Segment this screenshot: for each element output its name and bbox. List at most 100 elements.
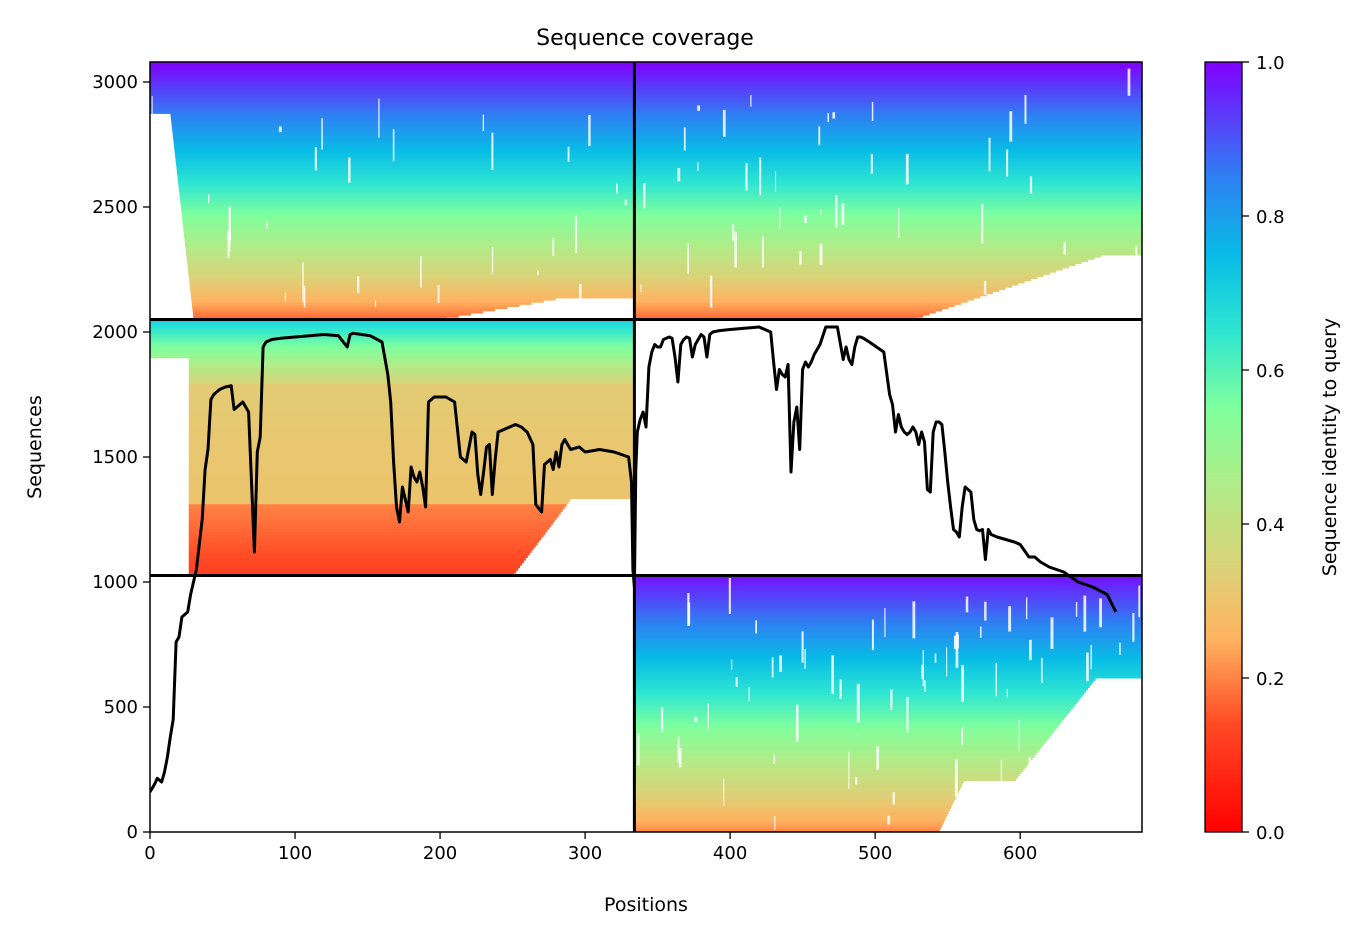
heatmap-row [634, 813, 948, 817]
heatmap-row [634, 736, 1050, 740]
heatmap-row [181, 207, 635, 211]
gap-mark [151, 96, 153, 132]
heatmap-row [175, 158, 635, 162]
heatmap-row [174, 145, 635, 149]
plot-area [149, 61, 1143, 833]
heatmap-row [188, 274, 635, 277]
heatmap-row [188, 531, 546, 535]
heatmap-row [190, 293, 635, 297]
heatmap-row [177, 175, 635, 179]
gap-mark [856, 683, 860, 723]
gap-mark [995, 663, 997, 697]
gap-mark [876, 746, 880, 770]
heatmap-row [188, 521, 554, 525]
x-tick-label: 400 [713, 843, 747, 864]
heatmap-row [634, 192, 1142, 196]
heatmap-row [634, 171, 1142, 174]
heatmap-row [188, 519, 555, 523]
heatmap-row [634, 315, 924, 318]
heatmap-row [188, 383, 635, 387]
heatmap-row [150, 324, 635, 328]
gap-mark [988, 790, 991, 820]
heatmap-row [634, 675, 1142, 679]
heatmap-row [188, 396, 635, 400]
heatmap-row [192, 308, 496, 312]
heatmap-row [150, 332, 635, 336]
heatmap-row [188, 455, 635, 459]
y-tick-label: 500 [104, 697, 138, 718]
heatmap-row [177, 177, 635, 181]
block-top-right [634, 62, 1142, 320]
gap-mark [1118, 804, 1120, 816]
heatmap-row [634, 201, 1142, 205]
gap-mark [578, 283, 582, 309]
heatmap-row [171, 119, 635, 123]
heatmap-row [634, 283, 1019, 286]
colorbar-tick-label: 1.0 [1256, 53, 1285, 74]
block-mid-left [150, 319, 635, 576]
heatmap-row [634, 720, 1063, 723]
gap-mark [748, 687, 750, 702]
heatmap-row [188, 547, 534, 551]
gap-mark [965, 596, 969, 613]
heatmap-row [634, 748, 1041, 751]
gap-mark [761, 236, 764, 268]
gap-mark [983, 280, 987, 295]
gap-mark [677, 736, 680, 764]
heatmap-row [190, 287, 635, 290]
gap-mark [734, 230, 737, 268]
heatmap-row [189, 283, 635, 286]
heatmap-row [634, 199, 1142, 202]
heatmap-row [634, 722, 1061, 726]
heatmap-row [634, 827, 941, 831]
heatmap-row [185, 244, 635, 247]
gap-mark [795, 704, 799, 742]
heatmap-row [634, 804, 953, 807]
heatmap-row [188, 488, 635, 492]
heatmap-row [188, 419, 635, 423]
heatmap-row [634, 811, 949, 814]
gap-mark [1083, 595, 1087, 632]
heatmap-row [177, 171, 635, 174]
colorbar-label: Sequence identity to query [1319, 318, 1341, 576]
gap-mark [1063, 242, 1066, 255]
heatmap-row [634, 263, 1076, 267]
heatmap-row [180, 201, 635, 205]
heatmap-row [190, 289, 635, 293]
heatmap-row [188, 542, 538, 546]
gap-mark [1050, 617, 1054, 650]
heatmap-row [634, 190, 1142, 194]
heatmap-row [634, 671, 1142, 674]
heatmap-row [634, 225, 1142, 228]
heatmap-row [634, 603, 1142, 607]
gap-mark [839, 679, 842, 699]
heatmap-row [189, 278, 635, 282]
heatmap-row [187, 265, 635, 269]
heatmap-row [634, 94, 1142, 97]
heatmap-row [634, 255, 1101, 258]
gap-mark [482, 114, 485, 132]
heatmap-row [179, 192, 635, 196]
heatmap-row [634, 250, 1142, 254]
gap-mark [735, 677, 738, 687]
heatmap-row [150, 85, 635, 89]
heatmap-row [170, 115, 635, 119]
heatmap-row [634, 278, 1031, 282]
heatmap-row [634, 107, 1142, 110]
heatmap-row [634, 126, 1142, 129]
heatmap-row [173, 143, 635, 147]
gap-mark [1075, 602, 1078, 617]
heatmap-row [634, 165, 1142, 168]
heatmap-row [186, 257, 635, 260]
heatmap-row [150, 89, 635, 93]
gap-mark [819, 243, 823, 265]
heatmap-row [150, 83, 635, 87]
heatmap-row [634, 274, 1044, 277]
heatmap-row [188, 432, 635, 436]
gap-mark [1136, 302, 1139, 312]
heatmap-row [634, 298, 974, 301]
x-tick-label: 300 [568, 843, 602, 864]
heatmap-row [634, 113, 1142, 117]
heatmap-row [634, 654, 1142, 658]
heatmap-row [634, 289, 1000, 293]
